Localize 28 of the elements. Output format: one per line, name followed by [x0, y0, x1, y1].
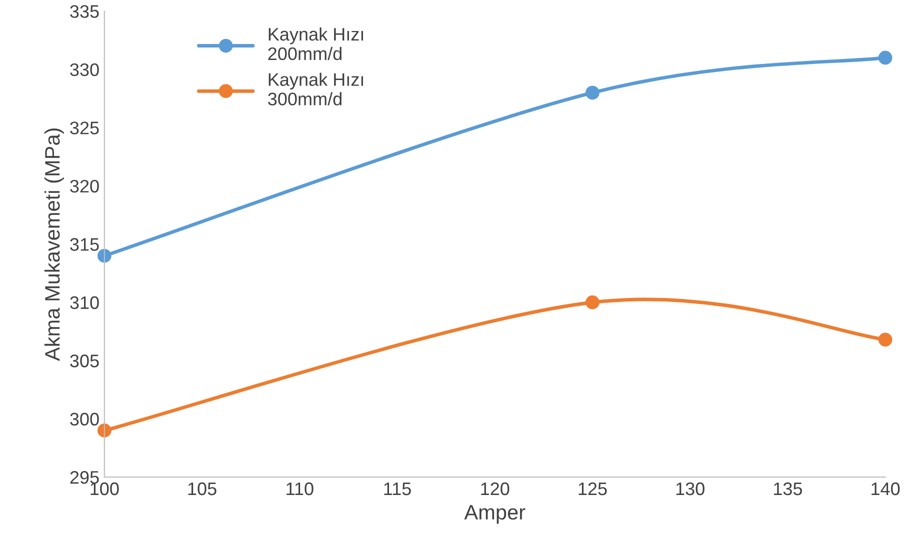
x-axis-title: Amper	[464, 505, 526, 524]
y-tick-label: 305	[70, 354, 99, 368]
x-tick-label: 135	[774, 482, 802, 496]
x-tick-label: 100	[90, 482, 119, 496]
y-tick-label: 315	[70, 238, 99, 251]
point	[586, 295, 600, 310]
x-tick-label: 105	[188, 482, 216, 496]
point	[878, 50, 892, 65]
point	[97, 424, 112, 438]
legend-label: Kaynak Hızı 300mm/d	[268, 72, 363, 106]
y-tick-label: 325	[70, 122, 99, 134]
x-tick-label: 110	[286, 482, 314, 496]
y-tick-label: 330	[70, 63, 99, 76]
y-tick-label: 295	[70, 471, 99, 484]
x-tick-label: 125	[578, 482, 607, 496]
y-tick-label: 335	[70, 5, 99, 18]
x-tick-label: 120	[481, 482, 510, 496]
point	[586, 86, 600, 100]
point	[878, 332, 892, 347]
y-tick-label: 320	[70, 180, 99, 193]
y-axis-title: Akma Mukavemeti (MPa)	[44, 128, 64, 361]
x-tick-label: 140	[872, 482, 900, 496]
legend-label: Kaynak Hızı 200mm/d	[268, 27, 363, 60]
x-tick-label: 130	[676, 482, 704, 496]
point	[97, 248, 112, 263]
y-tick-label: 300	[70, 412, 99, 426]
y-tick-label: 310	[70, 296, 99, 310]
x-tick-label: 115	[384, 482, 411, 496]
